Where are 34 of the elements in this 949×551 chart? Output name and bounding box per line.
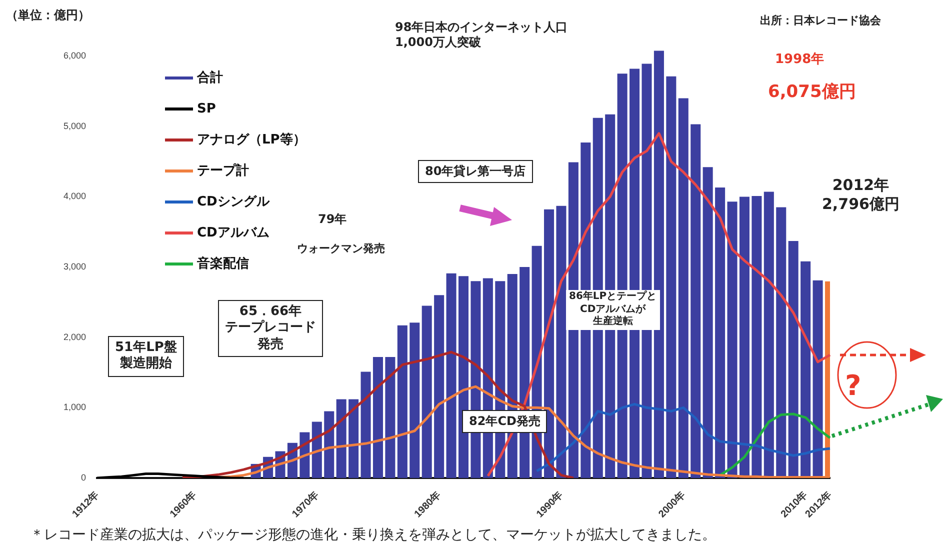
y-tick-label: 1,000 xyxy=(63,402,86,412)
legend-label: SP xyxy=(197,101,216,116)
annotation: 80年貸レ第一号店 xyxy=(418,160,533,183)
y-axis-title: （単位：億円） xyxy=(6,8,90,23)
text: 出所：日本レコード協会 xyxy=(760,14,881,28)
annotation: 製造開始 xyxy=(118,356,173,372)
y-tick-label: 5,000 xyxy=(63,120,86,131)
annotation: CDアルバムが xyxy=(578,304,647,315)
annotation: 86年LPとテープと xyxy=(569,291,657,304)
annotation: 1998年 xyxy=(775,52,824,68)
y-tick-label: 2,000 xyxy=(63,332,86,342)
legend-label: アナログ（LP等） xyxy=(197,132,306,148)
annotation: 51年LP盤 xyxy=(115,340,177,356)
annotation: 65．66年 xyxy=(238,304,303,320)
legend-label: 合計 xyxy=(196,69,223,86)
annotation: 発売 xyxy=(256,336,284,353)
annotation: 生産逆転 xyxy=(592,316,634,328)
legend-label: CDアルバム xyxy=(197,225,270,240)
annotation: ウォークマン発売 xyxy=(297,242,385,256)
y-tick-label: 4,000 xyxy=(63,191,86,202)
y-tick-label: 3,000 xyxy=(63,262,86,272)
annotation: テープレコード xyxy=(225,320,316,336)
text: ? xyxy=(845,368,862,403)
y-tick-label: 0 xyxy=(80,472,86,482)
annotation: 82年CD発売 xyxy=(462,410,548,433)
legend-label: CDシングル xyxy=(197,194,270,210)
legend-label: 音楽配信 xyxy=(196,255,249,272)
text: ＊レコード産業の拡大は、パッケージ形態の進化・乗り換えを弾みとして、マーケットが拡大してきました。 xyxy=(30,527,716,544)
annotation: 98年日本のインターネット人口 1,000万人突破 xyxy=(395,20,568,50)
annotation: 6,075億円 xyxy=(768,82,856,104)
y-tick-label: 6,000 xyxy=(63,50,86,61)
annotation: 79年 xyxy=(318,212,347,227)
annotation: 2012年 2,796億円 xyxy=(822,176,900,214)
legend-label: テープ計 xyxy=(197,162,249,178)
